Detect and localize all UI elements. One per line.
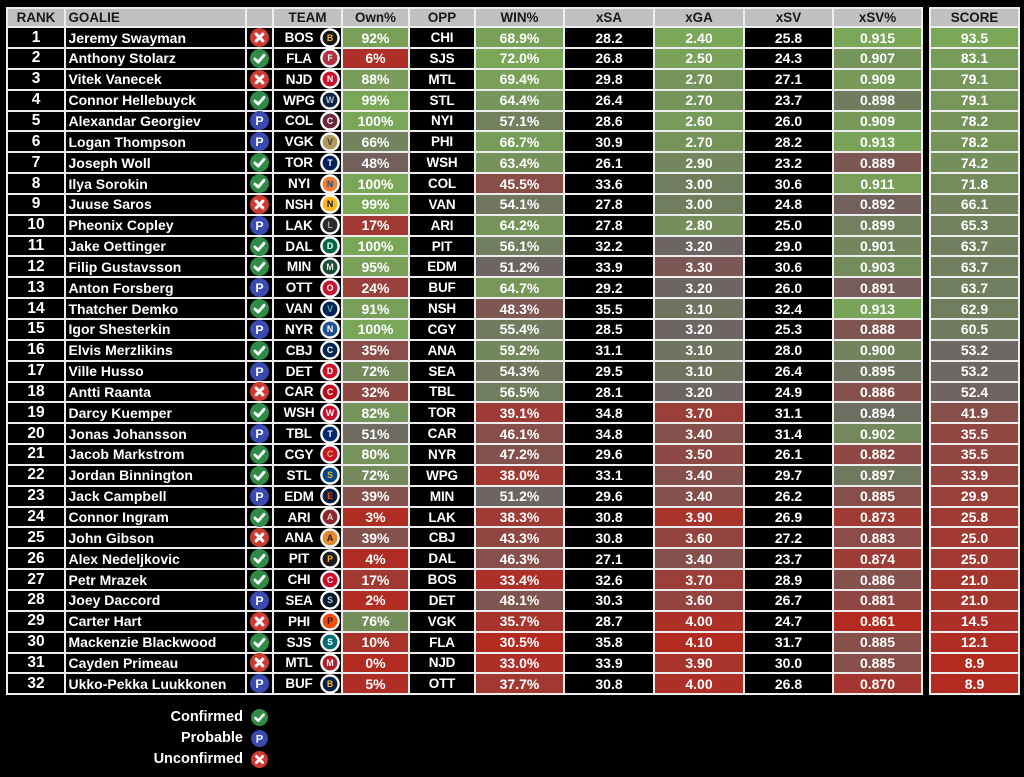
svg-text:W: W — [326, 408, 335, 418]
svg-text:P: P — [256, 733, 263, 745]
svg-text:S: S — [327, 637, 333, 647]
svg-text:D: D — [327, 366, 333, 376]
svg-text:P: P — [255, 364, 263, 378]
svg-text:B: B — [327, 679, 333, 689]
svg-text:L: L — [327, 220, 333, 230]
svg-text:C: C — [327, 345, 334, 355]
svg-text:C: C — [327, 575, 334, 585]
svg-text:S: S — [327, 471, 333, 481]
svg-text:O: O — [327, 283, 334, 293]
svg-text:P: P — [255, 594, 263, 608]
svg-text:N: N — [327, 179, 333, 189]
svg-text:C: C — [327, 387, 334, 397]
svg-text:S: S — [327, 596, 333, 606]
svg-text:P: P — [255, 114, 263, 128]
svg-text:E: E — [327, 491, 333, 501]
svg-text:W: W — [326, 95, 335, 105]
svg-text:M: M — [326, 262, 333, 272]
svg-text:F: F — [327, 54, 333, 64]
svg-text:T: T — [327, 429, 333, 439]
svg-text:M: M — [326, 658, 333, 668]
svg-text:B: B — [327, 33, 333, 43]
svg-text:P: P — [255, 427, 263, 441]
svg-text:T: T — [327, 158, 333, 168]
svg-text:C: C — [327, 450, 334, 460]
svg-text:N: N — [327, 74, 333, 84]
svg-text:P: P — [255, 490, 263, 504]
svg-text:P: P — [327, 554, 333, 564]
svg-text:V: V — [327, 304, 333, 314]
svg-text:C: C — [327, 116, 334, 126]
svg-text:N: N — [327, 200, 333, 210]
svg-text:A: A — [327, 512, 334, 522]
svg-text:V: V — [327, 137, 333, 147]
svg-text:D: D — [327, 241, 333, 251]
svg-text:N: N — [327, 325, 333, 335]
svg-text:P: P — [327, 616, 333, 626]
svg-text:P: P — [255, 323, 263, 337]
svg-text:A: A — [327, 533, 334, 543]
svg-text:P: P — [255, 135, 263, 149]
svg-text:P: P — [255, 677, 263, 691]
svg-text:P: P — [255, 219, 263, 233]
svg-text:P: P — [255, 281, 263, 295]
